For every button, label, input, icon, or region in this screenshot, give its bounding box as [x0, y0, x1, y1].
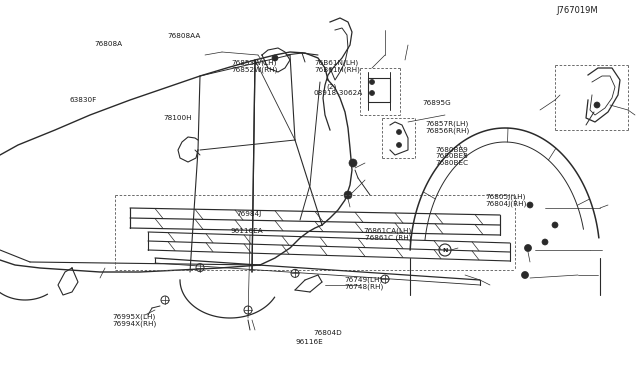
Circle shape — [397, 142, 401, 148]
Circle shape — [272, 55, 278, 61]
Text: 76994X(RH): 76994X(RH) — [112, 320, 156, 327]
Text: 76808A: 76808A — [95, 41, 123, 47]
Text: (2): (2) — [326, 83, 337, 90]
Text: 76748(RH): 76748(RH) — [344, 283, 383, 290]
Text: 76B61N(LH): 76B61N(LH) — [315, 60, 359, 67]
Text: 96116EA: 96116EA — [230, 228, 263, 234]
Text: 76861C (RH): 76861C (RH) — [365, 234, 412, 241]
Circle shape — [349, 159, 357, 167]
Circle shape — [369, 80, 374, 84]
Text: 63830F: 63830F — [69, 97, 97, 103]
Text: 76895G: 76895G — [422, 100, 451, 106]
Text: 76861CA(LH): 76861CA(LH) — [364, 227, 412, 234]
Text: 76984J: 76984J — [237, 211, 262, 217]
Text: 08918-3062A: 08918-3062A — [314, 90, 363, 96]
Circle shape — [527, 202, 533, 208]
Circle shape — [542, 239, 548, 245]
Text: 76995X(LH): 76995X(LH) — [112, 314, 156, 320]
Text: 76808AA: 76808AA — [168, 33, 201, 39]
Circle shape — [522, 272, 529, 279]
Circle shape — [552, 222, 558, 228]
Circle shape — [525, 244, 531, 251]
Text: 76749(LH): 76749(LH) — [344, 276, 383, 283]
Text: 76853W(LH): 76853W(LH) — [232, 60, 277, 67]
Circle shape — [369, 90, 374, 96]
Text: 76805J(LH): 76805J(LH) — [485, 194, 525, 201]
Text: 76B61M(RH): 76B61M(RH) — [315, 67, 361, 73]
Text: 76856R(RH): 76856R(RH) — [426, 128, 470, 134]
Text: 76857R(LH): 76857R(LH) — [426, 121, 469, 128]
Text: 78100H: 78100H — [163, 115, 192, 121]
Text: 76852W(RH): 76852W(RH) — [232, 67, 278, 73]
Circle shape — [344, 191, 352, 199]
Text: 7680BE8: 7680BE8 — [435, 153, 468, 159]
Text: J767019M: J767019M — [557, 6, 598, 15]
Bar — [368, 78, 390, 102]
Text: 96116E: 96116E — [296, 339, 323, 345]
Text: 76804D: 76804D — [314, 330, 342, 336]
Text: 76804J(RH): 76804J(RH) — [485, 201, 527, 207]
Text: 7680BEC: 7680BEC — [435, 160, 468, 166]
Circle shape — [397, 129, 401, 135]
Text: 7680BE9: 7680BE9 — [435, 147, 468, 153]
Circle shape — [594, 102, 600, 108]
Text: N: N — [442, 247, 448, 253]
